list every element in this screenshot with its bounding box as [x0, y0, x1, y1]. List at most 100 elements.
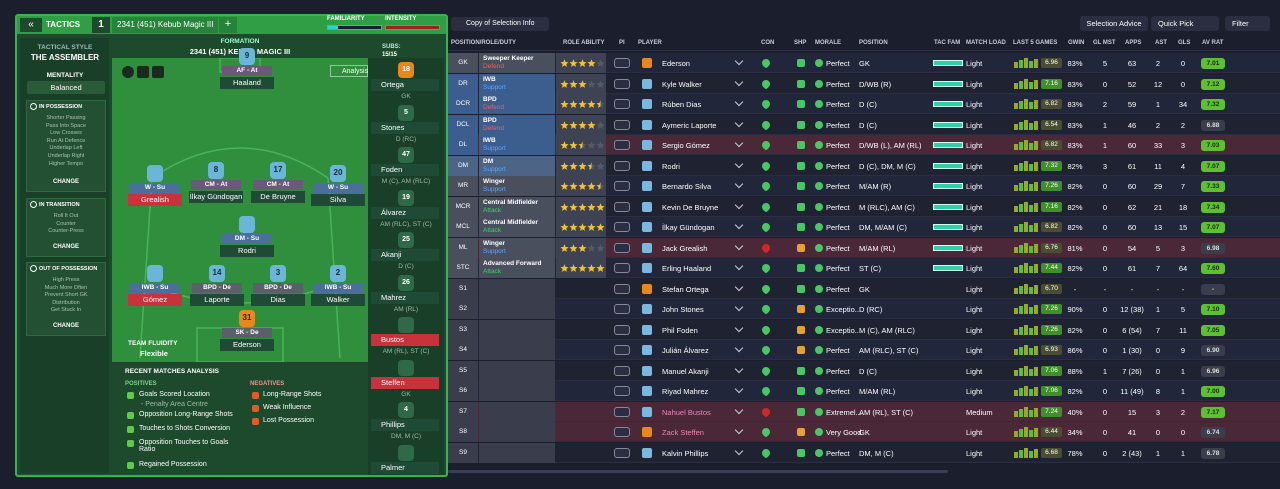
- role-cell[interactable]: [479, 422, 555, 442]
- player-name[interactable]: Manuel Akanji: [662, 366, 709, 376]
- column-header[interactable]: TAC FAM: [934, 40, 961, 46]
- sub-name[interactable]: Phillips: [371, 419, 439, 431]
- player-name[interactable]: Erling Haaland: [662, 264, 712, 273]
- column-header[interactable]: LAST 5 GAMES: [1013, 40, 1058, 46]
- pi-icon[interactable]: [614, 201, 630, 212]
- role-cell[interactable]: [479, 299, 555, 319]
- role-cell[interactable]: [479, 196, 555, 217]
- column-header[interactable]: AST: [1155, 40, 1167, 46]
- role-cell[interactable]: [479, 53, 555, 73]
- sub-name[interactable]: Ortega: [371, 79, 439, 91]
- analysis-title[interactable]: RECENT MATCHES ANALYSIS: [125, 368, 220, 375]
- player-name[interactable]: Rúben Dias: [662, 100, 702, 109]
- collapse-button[interactable]: «: [20, 18, 42, 32]
- player-role[interactable]: SK - De: [222, 328, 272, 338]
- pi-icon[interactable]: [614, 345, 630, 355]
- pi-icon[interactable]: [614, 304, 630, 314]
- player-role[interactable]: CM - At: [191, 180, 241, 190]
- change-button[interactable]: CHANGE: [52, 323, 79, 329]
- role-cell[interactable]: [479, 176, 555, 196]
- sub-name[interactable]: Akanji: [371, 249, 439, 261]
- player-role[interactable]: AF - At: [222, 66, 272, 76]
- column-header[interactable]: ROLE ABILITY: [563, 40, 605, 46]
- sub-name[interactable]: Bustos: [371, 334, 439, 346]
- column-header[interactable]: MORALE: [815, 40, 841, 46]
- player-name[interactable]: Laporte: [190, 294, 244, 306]
- filter[interactable]: Filter: [1225, 16, 1270, 31]
- selection-advice[interactable]: Selection Advice: [1080, 16, 1148, 31]
- quick-pick[interactable]: Quick Pick: [1151, 16, 1219, 31]
- role-cell[interactable]: [479, 237, 555, 258]
- role-cell[interactable]: [479, 340, 555, 360]
- player-name[interactable]: Dias: [251, 294, 305, 306]
- player-role[interactable]: CM - At: [253, 180, 303, 190]
- player-name[interactable]: Haaland: [220, 77, 274, 89]
- tactical-style-value[interactable]: THE ASSEMBLER: [30, 53, 100, 62]
- pi-icon[interactable]: [614, 447, 630, 458]
- player-role[interactable]: W - Su: [130, 183, 180, 193]
- sub-name[interactable]: Mahrez: [371, 291, 439, 304]
- pi-icon[interactable]: [614, 283, 630, 294]
- player-name[interactable]: Gómez: [128, 294, 182, 306]
- column-header[interactable]: GWIN: [1068, 40, 1085, 46]
- sub-name[interactable]: Palmer: [371, 461, 439, 474]
- column-header[interactable]: GL MST: [1093, 40, 1116, 46]
- mentality-select[interactable]: Balanced: [27, 81, 105, 94]
- add-tactic[interactable]: +: [219, 17, 237, 33]
- role-cell[interactable]: [479, 258, 555, 278]
- player-name[interactable]: Grealish: [128, 194, 182, 206]
- pitch-tool[interactable]: [122, 66, 134, 78]
- player-name[interactable]: Kyle Walker: [662, 79, 702, 89]
- pi-icon[interactable]: [614, 242, 630, 253]
- player-name[interactable]: Phil Foden: [662, 325, 698, 335]
- player-name[interactable]: İlkay Gündogan: [662, 223, 715, 232]
- pi-icon[interactable]: [614, 181, 630, 191]
- column-header[interactable]: AV RAT: [1202, 40, 1224, 46]
- player-role[interactable]: W - Su: [313, 183, 363, 193]
- player-name[interactable]: Rodri: [662, 161, 680, 171]
- pi-icon[interactable]: [614, 324, 630, 335]
- column-header[interactable]: CON: [761, 40, 775, 46]
- player-name[interactable]: Zack Steffen: [662, 428, 704, 437]
- role-cell[interactable]: [479, 135, 555, 155]
- player-name[interactable]: Silva: [311, 194, 365, 206]
- pi-icon[interactable]: [614, 140, 630, 150]
- sub-name[interactable]: Stones: [371, 121, 439, 134]
- player-role[interactable]: BPD - De: [253, 283, 303, 293]
- player-name[interactable]: Rodri: [220, 245, 274, 257]
- player-name[interactable]: De Bruyne: [251, 191, 305, 203]
- pi-icon[interactable]: [614, 427, 630, 437]
- pitch-tool[interactable]: [152, 66, 164, 78]
- pitch-tool[interactable]: [137, 66, 149, 78]
- pi-icon[interactable]: [614, 263, 630, 273]
- player-name[interactable]: Nahuel Bustos: [662, 407, 711, 417]
- pi-icon[interactable]: [614, 119, 630, 130]
- tactic-slot[interactable]: 1: [92, 17, 110, 33]
- sub-name[interactable]: Álvarez: [371, 206, 439, 219]
- player-role[interactable]: IWB - Su: [313, 283, 363, 293]
- player-name[interactable]: Julián Álvarez: [662, 346, 709, 355]
- role-cell[interactable]: [479, 155, 555, 176]
- pi-icon[interactable]: [614, 160, 630, 171]
- pi-icon[interactable]: [614, 78, 630, 89]
- view-select[interactable]: Copy of Selection Info: [451, 17, 549, 31]
- column-header[interactable]: APPS: [1125, 40, 1142, 46]
- column-header[interactable]: GLS: [1178, 40, 1191, 46]
- player-name[interactable]: Walker: [311, 294, 365, 306]
- role-cell[interactable]: [479, 114, 555, 135]
- change-button[interactable]: CHANGE: [52, 244, 79, 250]
- player-name[interactable]: Aymeric Laporte: [662, 120, 717, 130]
- role-cell[interactable]: [479, 217, 555, 237]
- player-name[interactable]: Riyad Mahrez: [662, 387, 709, 396]
- role-cell[interactable]: [479, 360, 555, 381]
- role-cell[interactable]: [479, 319, 555, 340]
- player-role[interactable]: BPD - De: [192, 283, 242, 293]
- column-header[interactable]: POSITION/ROLE/DUTY: [451, 40, 517, 46]
- player-name[interactable]: Sergio Gómez: [662, 141, 710, 150]
- column-header[interactable]: PLAYER: [638, 40, 662, 46]
- player-name[interactable]: Ederson: [662, 59, 690, 68]
- role-cell[interactable]: [479, 73, 555, 94]
- change-button[interactable]: CHANGE: [52, 179, 79, 185]
- sub-name[interactable]: Foden: [371, 164, 439, 176]
- player-name[interactable]: John Stones: [662, 305, 704, 314]
